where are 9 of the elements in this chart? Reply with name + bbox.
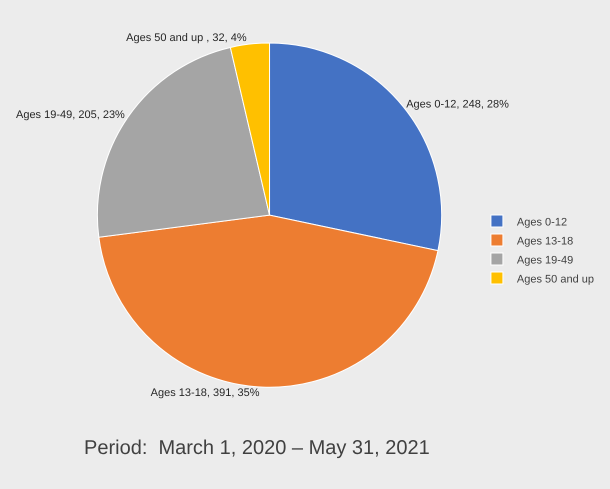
data-label: Ages 50 and up , 32, 4% <box>126 32 247 44</box>
text: Period: March 1, 2020 – May 31, 2021 <box>84 437 430 459</box>
data-label: Ages 13-18, 391, 35% <box>150 387 260 400</box>
legend-label: Ages 13-18 <box>516 235 574 248</box>
data-label: Ages 0-12, 248, 28% <box>406 98 510 110</box>
legend-label: Ages 50 and up <box>516 273 594 286</box>
legend-label: Ages 19-49 <box>516 254 574 266</box>
legend-label: Ages 0-12 <box>516 216 568 228</box>
data-label: Ages 19-49, 205, 23% <box>16 109 126 122</box>
